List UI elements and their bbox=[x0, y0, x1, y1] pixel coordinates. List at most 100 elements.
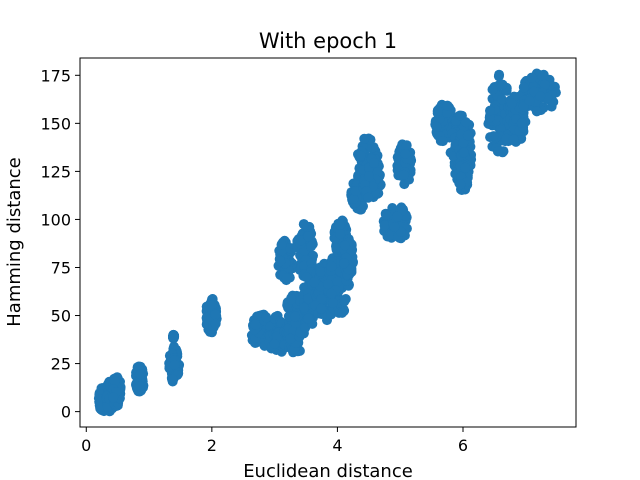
scatter-point bbox=[516, 133, 527, 144]
scatter-point bbox=[316, 294, 327, 305]
scatter-point bbox=[303, 293, 314, 304]
scatter-point bbox=[455, 110, 465, 121]
scatter-point bbox=[285, 333, 296, 344]
y-axis-title: Hamming distance bbox=[4, 157, 25, 326]
x-axis: 0 2 4 6 bbox=[81, 427, 468, 455]
scatter-point bbox=[323, 279, 334, 290]
scatter-point bbox=[524, 96, 535, 107]
points-layer bbox=[93, 68, 561, 417]
scatter-point bbox=[356, 150, 366, 161]
scatter-point bbox=[210, 309, 221, 320]
scatter-point bbox=[348, 194, 359, 204]
x-tick-label: 6 bbox=[458, 436, 468, 455]
y-tick-label: 150 bbox=[40, 114, 71, 133]
scatter-point bbox=[298, 219, 309, 230]
y-tick-label: 25 bbox=[51, 355, 71, 374]
scatter-point bbox=[401, 140, 412, 151]
x-tick-label: 0 bbox=[81, 436, 91, 455]
scatter-point bbox=[442, 107, 453, 118]
scatter-point bbox=[303, 231, 314, 242]
scatter-point bbox=[496, 94, 507, 105]
scatter-point bbox=[506, 98, 517, 109]
scatter-point bbox=[290, 311, 301, 322]
scatter-point bbox=[309, 277, 320, 288]
scatter-point bbox=[334, 219, 345, 230]
y-tick-label: 100 bbox=[40, 210, 71, 229]
scatter-point bbox=[301, 272, 312, 283]
scatter-point bbox=[326, 288, 337, 299]
scatter-point bbox=[286, 294, 297, 305]
scatter-point bbox=[169, 359, 180, 370]
scatter-point bbox=[335, 229, 345, 240]
scatter-point bbox=[437, 136, 448, 147]
scatter-point bbox=[167, 373, 178, 384]
scatter-point bbox=[327, 297, 338, 308]
scatter-point bbox=[400, 149, 411, 159]
y-tick-label: 50 bbox=[51, 307, 71, 326]
scatter-point bbox=[275, 256, 286, 267]
scatter-point bbox=[316, 303, 327, 314]
scatter-point bbox=[508, 134, 519, 145]
scatter-point bbox=[134, 381, 145, 392]
scatter-point bbox=[531, 106, 542, 117]
scatter-point bbox=[109, 376, 120, 387]
scatter-point bbox=[133, 361, 144, 372]
scatter-point bbox=[285, 243, 295, 254]
scatter-point bbox=[135, 369, 146, 380]
scatter-point bbox=[207, 300, 218, 311]
x-axis-title: Euclidean distance bbox=[243, 461, 413, 480]
scatter-point bbox=[108, 392, 119, 403]
scatter-point bbox=[363, 192, 374, 203]
plot-frame bbox=[79, 57, 577, 428]
y-tick-label: 125 bbox=[40, 162, 71, 181]
scatter-point bbox=[359, 133, 370, 144]
scatter-point bbox=[364, 171, 374, 182]
scatter-point bbox=[431, 121, 442, 132]
scatter-point bbox=[537, 71, 548, 82]
scatter-point bbox=[455, 179, 466, 190]
scatter-point bbox=[326, 261, 337, 272]
scatter-point bbox=[462, 130, 473, 141]
scatter-point bbox=[494, 69, 505, 80]
scatter-point bbox=[535, 91, 546, 102]
scatter-point bbox=[485, 105, 495, 116]
scatter-point bbox=[460, 117, 471, 128]
scatter-point bbox=[487, 84, 498, 95]
scatter-point bbox=[303, 313, 314, 324]
scatter-point bbox=[250, 319, 261, 330]
scatter-point bbox=[442, 100, 453, 111]
scatter-point bbox=[276, 239, 287, 250]
scatter-point bbox=[432, 106, 443, 117]
scatter-point bbox=[315, 266, 326, 277]
scatter-point bbox=[339, 240, 350, 251]
scatter-point bbox=[339, 258, 350, 269]
scatter-point bbox=[337, 307, 348, 318]
scatter-point bbox=[398, 169, 409, 180]
scatter-point bbox=[261, 312, 272, 323]
scatter-point bbox=[210, 318, 221, 329]
scatter-point bbox=[488, 131, 499, 142]
scatter-point bbox=[381, 210, 392, 221]
chart-title: With epoch 1 bbox=[259, 29, 397, 53]
scatter-point bbox=[518, 82, 529, 93]
scatter-point bbox=[339, 296, 350, 307]
scatter-point bbox=[501, 133, 512, 144]
scatter-point bbox=[392, 211, 403, 222]
scatter-point bbox=[492, 146, 503, 157]
scatter-point bbox=[299, 302, 310, 313]
x-tick-label: 4 bbox=[332, 436, 342, 455]
scatter-point bbox=[492, 115, 503, 126]
y-tick-label: 75 bbox=[51, 258, 71, 277]
scatter-point bbox=[281, 273, 292, 284]
scatter-point bbox=[379, 220, 390, 231]
scatter-point bbox=[516, 118, 527, 128]
scatter-point bbox=[306, 241, 316, 252]
scatter-point bbox=[369, 157, 379, 168]
y-tick-label: 0 bbox=[61, 403, 71, 422]
scatter-point bbox=[458, 137, 469, 148]
scatter-point bbox=[526, 72, 537, 83]
y-axis: 0 25 50 75 100 125 150 175 bbox=[40, 66, 80, 422]
scatter-point bbox=[389, 221, 400, 232]
scatter-point bbox=[539, 79, 550, 90]
